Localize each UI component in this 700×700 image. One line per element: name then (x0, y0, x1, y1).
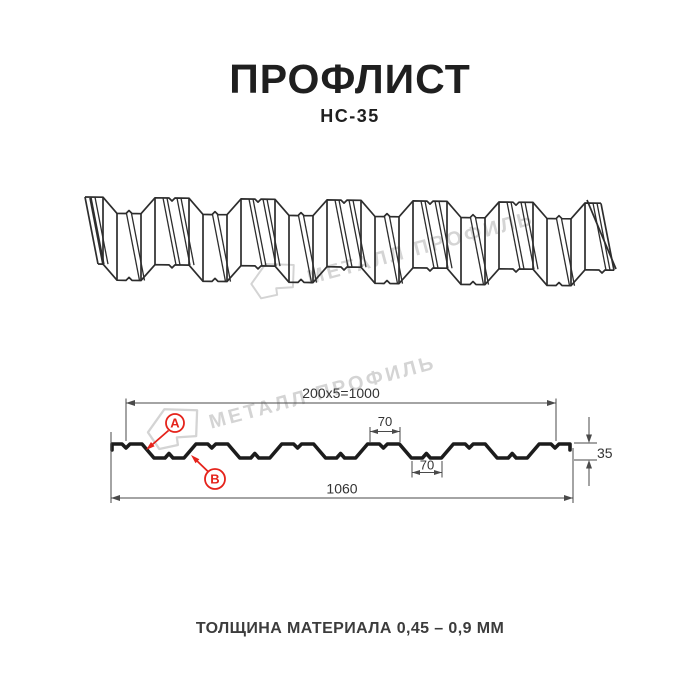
profile-model: НС-35 (320, 106, 380, 126)
material-thickness-note: ТОЛЩИНА МАТЕРИАЛА 0,45 – 0,9 ММ (195, 620, 505, 637)
watermark-text: МЕТАЛЛ ПРОФИЛЬ (305, 207, 537, 289)
profile-outline (110, 442, 572, 460)
page-title: ПРОФЛИСТ (229, 56, 471, 102)
marker-a-label: A (170, 416, 180, 431)
dim-pitch-label: 200x5=1000 (302, 385, 380, 401)
dim-valley-width-label: 70 (420, 458, 434, 473)
metall-profil-logo-icon (146, 408, 199, 451)
metall-profil-logo-icon (250, 263, 295, 300)
dim-height-label: 35 (597, 445, 613, 461)
face-markers: A B (146, 413, 226, 490)
watermark-bottom: МЕТАЛЛ ПРОФИЛЬ (146, 352, 439, 451)
marker-b-circle (204, 468, 226, 490)
marker-b-label: B (210, 472, 219, 487)
sheet-3d-view (84, 196, 617, 287)
watermark-top: МЕТАЛЛ ПРОФИЛЬ (250, 207, 537, 300)
dim-crest-width-label: 70 (378, 414, 392, 429)
cross-section-view: 200x5=1000 70 70 (110, 385, 613, 503)
dimension-lines: 200x5=1000 70 70 (110, 385, 613, 503)
marker-a-circle (165, 413, 185, 433)
dim-overall-width-label: 1060 (326, 481, 357, 497)
